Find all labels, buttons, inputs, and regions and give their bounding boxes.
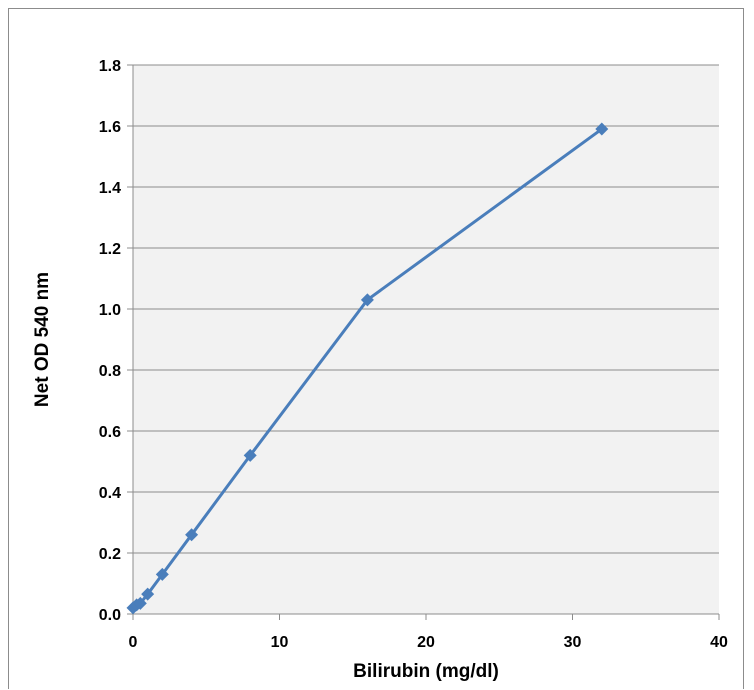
data-point (243, 448, 257, 462)
data-point (360, 293, 374, 307)
y-tick-label: 1.8 (99, 58, 121, 75)
x-tick-label: 0 (129, 634, 138, 651)
x-tick-label: 20 (417, 634, 435, 651)
x-tick-labels: 0 10 20 30 40 (129, 634, 728, 651)
y-tick-label: 0.8 (99, 363, 121, 380)
gridlines (127, 64, 719, 615)
y-axis-title: Net OD 540 nm (32, 272, 53, 407)
y-tick-label: 0.4 (99, 485, 121, 502)
y-tick-labels: 0.0 0.2 0.4 0.6 0.8 1.0 1.2 1.4 1.6 1.8 (99, 58, 121, 624)
data-point (133, 596, 147, 610)
data-series (126, 122, 609, 615)
y-tick-label: 0.0 (99, 607, 121, 624)
x-tick-label: 30 (564, 634, 582, 651)
y-tick-label: 0.6 (99, 424, 121, 441)
data-point (595, 122, 609, 136)
x-tick-label: 10 (271, 634, 289, 651)
y-tick-label: 0.2 (99, 546, 121, 563)
data-point (141, 587, 155, 601)
plot-area (133, 65, 719, 614)
data-point (185, 528, 199, 542)
data-point (155, 567, 169, 581)
x-tick-label: 40 (710, 634, 728, 651)
y-tick-label: 1.4 (99, 180, 121, 197)
axes (132, 65, 720, 620)
y-tick-label: 1.2 (99, 241, 121, 258)
x-axis-title: Bilirubin (mg/dl) (353, 661, 499, 682)
y-tick-label: 1.0 (99, 302, 121, 319)
y-tick-label: 1.6 (99, 119, 121, 136)
